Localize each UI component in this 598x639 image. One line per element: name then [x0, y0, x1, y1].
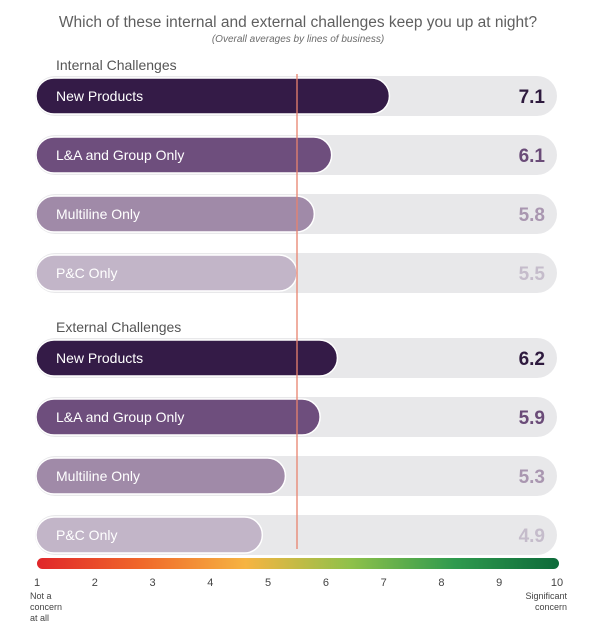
scale-tick-label: 3 — [149, 577, 155, 589]
bar-category-label: Multiline Only — [56, 206, 140, 222]
scale-tick-label: 9 — [496, 577, 502, 589]
bar-value-label: 5.5 — [519, 264, 546, 285]
bar-value-label: 5.8 — [519, 205, 545, 226]
bar-value-label: 5.9 — [519, 408, 545, 429]
bar — [35, 516, 264, 554]
group-label: External Challenges — [56, 319, 181, 335]
scale-min-label: concern — [30, 602, 62, 612]
bar-groups: Internal Challenges New Products 7.1 L&A an… — [35, 57, 557, 555]
chart-subtitle: (Overall averages by lines of business) — [212, 34, 384, 45]
scale-tick-label: 8 — [438, 577, 444, 589]
bar-value-label: 7.1 — [519, 87, 546, 108]
chart-title: Which of these internal and external cha… — [59, 14, 538, 31]
scale-min-label: Not a — [30, 591, 52, 601]
bar-category-label: L&A and Group Only — [56, 147, 184, 163]
bar-category-label: New Products — [56, 88, 143, 104]
scale-tick-label: 2 — [92, 577, 98, 589]
bar-category-label: P&C Only — [56, 265, 117, 281]
scale-tick-label: 10 — [551, 577, 563, 589]
scale-gradient-bar — [37, 558, 559, 569]
scale-max-label: concern — [535, 602, 567, 612]
bar-value-label: 6.1 — [519, 146, 546, 167]
scale-tick-label: 6 — [323, 577, 329, 589]
bar-category-label: P&C Only — [56, 527, 117, 543]
bar-value-label: 5.3 — [519, 467, 545, 488]
bar — [35, 398, 321, 436]
bar — [35, 136, 333, 174]
bar-category-label: Multiline Only — [56, 468, 140, 484]
scale-tick-label: 7 — [381, 577, 387, 589]
scale-tick-label: 4 — [207, 577, 213, 589]
bar-category-label: L&A and Group Only — [56, 409, 184, 425]
bar — [35, 457, 287, 495]
scale-max-label: Significant — [525, 591, 567, 601]
scale-min-label: at all — [30, 613, 49, 623]
bar — [35, 339, 339, 377]
bar-value-label: 6.2 — [519, 349, 545, 370]
bar-value-label: 4.9 — [519, 526, 545, 547]
bar — [35, 195, 316, 233]
bar-category-label: New Products — [56, 350, 143, 366]
bar — [35, 77, 391, 115]
scale-tick-label: 5 — [265, 577, 271, 589]
scale-tick-label: 1 — [34, 577, 40, 589]
group-label: Internal Challenges — [56, 57, 177, 73]
